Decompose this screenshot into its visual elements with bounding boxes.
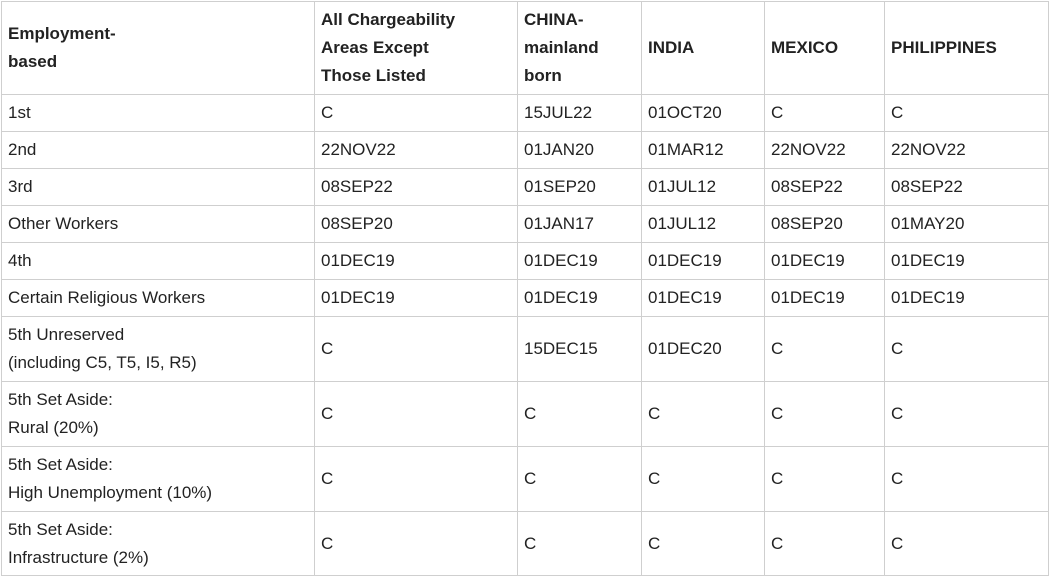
category-cell: 1st: [1, 94, 315, 132]
date-cell: 01DEC19: [641, 242, 765, 280]
date-cell: 08SEP22: [884, 168, 1049, 206]
date-cell: C: [764, 381, 885, 447]
date-cell: 15JUL22: [517, 94, 642, 132]
table-row: 5th Unreserved (including C5, T5, I5, R5…: [1, 316, 1049, 382]
date-cell: C: [641, 381, 765, 447]
date-cell: C: [764, 511, 885, 576]
table-row: 1st C 15JUL22 01OCT20 C C: [1, 94, 1049, 132]
date-cell: C: [517, 446, 642, 512]
table-row: 5th Set Aside: Infrastructure (2%) C C C…: [1, 511, 1049, 576]
category-cell: Other Workers: [1, 205, 315, 243]
table-row: 5th Set Aside: Rural (20%) C C C C C: [1, 381, 1049, 447]
date-cell: 08SEP20: [314, 205, 518, 243]
date-cell: C: [884, 94, 1049, 132]
date-cell: C: [517, 511, 642, 576]
category-cell: 4th: [1, 242, 315, 280]
date-cell: 01DEC19: [314, 279, 518, 317]
date-cell: 22NOV22: [764, 131, 885, 169]
category-cell: Certain Religious Workers: [1, 279, 315, 317]
table-row: Certain Religious Workers 01DEC19 01DEC1…: [1, 279, 1049, 317]
header-india: INDIA: [641, 1, 765, 95]
date-cell: 01DEC19: [641, 279, 765, 317]
header-philippines: PHILIPPINES: [884, 1, 1049, 95]
date-cell: 01DEC19: [517, 279, 642, 317]
category-cell: 5th Set Aside: Rural (20%): [1, 381, 315, 447]
date-cell: C: [314, 511, 518, 576]
category-cell: 3rd: [1, 168, 315, 206]
category-cell: 5th Unreserved (including C5, T5, I5, R5…: [1, 316, 315, 382]
date-cell: C: [764, 94, 885, 132]
date-cell: C: [314, 94, 518, 132]
header-all-chargeability: All Chargeability Areas Except Those Lis…: [314, 1, 518, 95]
date-cell: 01DEC20: [641, 316, 765, 382]
table-row: 2nd 22NOV22 01JAN20 01MAR12 22NOV22 22NO…: [1, 131, 1049, 169]
category-cell: 5th Set Aside: High Unemployment (10%): [1, 446, 315, 512]
date-cell: 01MAY20: [884, 205, 1049, 243]
date-cell: C: [884, 446, 1049, 512]
date-cell: 01SEP20: [517, 168, 642, 206]
date-cell: C: [314, 381, 518, 447]
date-cell: C: [517, 381, 642, 447]
date-cell: C: [764, 446, 885, 512]
date-cell: 22NOV22: [314, 131, 518, 169]
date-cell: 01MAR12: [641, 131, 765, 169]
header-mexico: MEXICO: [764, 1, 885, 95]
date-cell: C: [314, 316, 518, 382]
date-cell: 08SEP22: [764, 168, 885, 206]
header-employment-based: Employment- based: [1, 1, 315, 95]
date-cell: 01JAN17: [517, 205, 642, 243]
table-row: Other Workers 08SEP20 01JAN17 01JUL12 08…: [1, 205, 1049, 243]
date-cell: 01JUL12: [641, 168, 765, 206]
date-cell: C: [641, 511, 765, 576]
date-cell: 01DEC19: [884, 242, 1049, 280]
table-row: 4th 01DEC19 01DEC19 01DEC19 01DEC19 01DE…: [1, 242, 1049, 280]
date-cell: 08SEP22: [314, 168, 518, 206]
date-cell: 01JUL12: [641, 205, 765, 243]
category-cell: 2nd: [1, 131, 315, 169]
table-row: 3rd 08SEP22 01SEP20 01JUL12 08SEP22 08SE…: [1, 168, 1049, 206]
date-cell: 01DEC19: [314, 242, 518, 280]
date-cell: C: [884, 381, 1049, 447]
date-cell: 01DEC19: [517, 242, 642, 280]
table-header: Employment- based All Chargeability Area…: [1, 1, 1049, 95]
date-cell: 15DEC15: [517, 316, 642, 382]
date-cell: C: [884, 511, 1049, 576]
date-cell: C: [641, 446, 765, 512]
date-cell: 22NOV22: [884, 131, 1049, 169]
date-cell: 08SEP20: [764, 205, 885, 243]
date-cell: 01OCT20: [641, 94, 765, 132]
header-row: Employment- based All Chargeability Area…: [1, 1, 1049, 95]
date-cell: C: [764, 316, 885, 382]
date-cell: 01DEC19: [764, 242, 885, 280]
header-china: CHINA- mainland born: [517, 1, 642, 95]
date-cell: C: [884, 316, 1049, 382]
table-body: 1st C 15JUL22 01OCT20 C C 2nd 22NOV22 01…: [1, 94, 1049, 576]
date-cell: C: [314, 446, 518, 512]
date-cell: 01DEC19: [884, 279, 1049, 317]
date-cell: 01JAN20: [517, 131, 642, 169]
table-row: 5th Set Aside: High Unemployment (10%) C…: [1, 446, 1049, 512]
date-cell: 01DEC19: [764, 279, 885, 317]
category-cell: 5th Set Aside: Infrastructure (2%): [1, 511, 315, 576]
